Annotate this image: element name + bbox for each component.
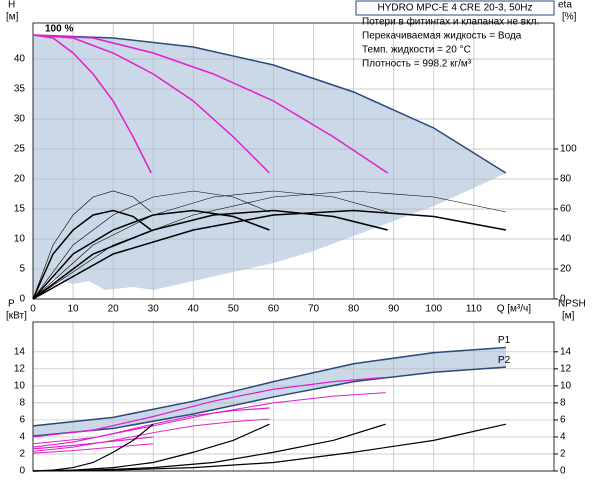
curve [32,209,507,300]
x-tick-label: 40 [188,304,200,315]
plot-0: 0 10 20 30 40 50 60 70 80 90 100 110 0 5 10 15 20 25 30 35 4… [6,0,577,315]
y2-tick-label: 100 [560,144,577,155]
y-tick-label: 15 [14,204,26,215]
x-axis-label: Q [м³/ч] [497,304,532,315]
curve [32,443,154,454]
curve [32,209,152,300]
y2-tick-label: 2 [560,449,566,460]
x-tick-label: 30 [148,304,160,315]
x-tick-label: 10 [68,304,80,315]
y-tick-label: 5 [19,264,25,275]
plot-1: 0 2 4 6 8 10 12 14 0 2 4 6 8 10 12 14 P[кВт] NPSH[м] P1 P2 [6,299,586,477]
x-tick-label: 0 [30,304,36,315]
y2-axis-unit: [%] [562,12,577,23]
curve [32,366,506,437]
y2-tick-label: 14 [560,346,572,357]
note: Перекачиваемая жидкость = Вода [362,31,522,42]
curve [32,34,270,174]
operating-area [33,35,506,299]
y-tick-label: 12 [14,363,26,374]
y2-tick-label: 0 [560,294,566,305]
curve-label: 100 % [45,24,73,35]
title-box [355,0,555,16]
curve [32,190,506,300]
y2-tick-label: 8 [560,398,566,409]
y2-tick-label: 40 [560,234,572,245]
plot-frame [32,321,555,472]
y2-tick-label: 0 [560,466,566,477]
note: Потери в фитингах и клапанах не вкл. [362,16,539,28]
y-tick-label: 8 [19,398,25,409]
y-tick-label: 20 [14,174,26,185]
curve [32,436,154,450]
curve [32,34,507,174]
note: Плотность = 998.2 кг/м³ [362,59,472,70]
y-tick-label: 10 [14,234,26,245]
x-tick-label: 70 [308,304,320,315]
series-label: P1 [498,335,511,346]
x-tick-label: 20 [108,304,120,315]
curve [32,346,506,427]
x-tick-label: 90 [388,304,400,315]
y-axis-label: P [8,299,15,310]
y-axis-label: H [8,0,15,11]
curve [32,209,388,300]
curve [32,418,270,452]
y-tick-label: 30 [14,114,26,125]
title: HYDRO MPC-E 4 CRE 20-3, 50Hz [377,3,532,14]
curve [32,190,152,300]
y2-axis-unit: [м] [562,311,575,322]
note: Темп. жидкости = 20 °C [362,45,471,56]
power-band [33,347,506,437]
curve [32,423,507,472]
y-tick-label: 25 [14,144,26,155]
y2-tick-label: 60 [560,204,572,215]
y-tick-label: 10 [14,380,26,391]
curve [32,34,389,174]
y2-tick-label: 6 [560,415,566,426]
y-tick-label: 14 [14,346,26,357]
y-tick-label: 4 [19,432,25,443]
y-tick-label: 35 [14,84,26,95]
curve [32,190,388,300]
series-label: P2 [498,355,511,366]
y-tick-label: 40 [14,54,26,65]
y-axis-unit: [м] [6,12,19,23]
curve [32,34,152,174]
x-tick-label: 100 [425,304,442,315]
curve [32,190,270,300]
curve [32,376,386,438]
y2-tick-label: 4 [560,432,566,443]
y2-axis-label: eta [558,0,572,11]
plot-frame [32,22,555,300]
y-axis-unit: [кВт] [6,311,27,322]
y2-tick-label: 80 [560,174,572,185]
x-tick-label: 60 [268,304,280,315]
y-tick-label: 0 [19,466,25,477]
y-tick-label: 6 [19,415,25,426]
y2-tick-label: 20 [560,264,572,275]
x-tick-label: 80 [348,304,360,315]
curve [32,407,270,448]
x-tick-label: 110 [466,304,482,315]
y2-axis-label: NPSH [558,299,586,310]
y-tick-label: 0 [19,294,25,305]
x-tick-label: 50 [228,304,240,315]
y2-tick-label: 12 [560,363,572,374]
y-tick-label: 2 [19,449,25,460]
y2-tick-label: 10 [560,380,572,391]
